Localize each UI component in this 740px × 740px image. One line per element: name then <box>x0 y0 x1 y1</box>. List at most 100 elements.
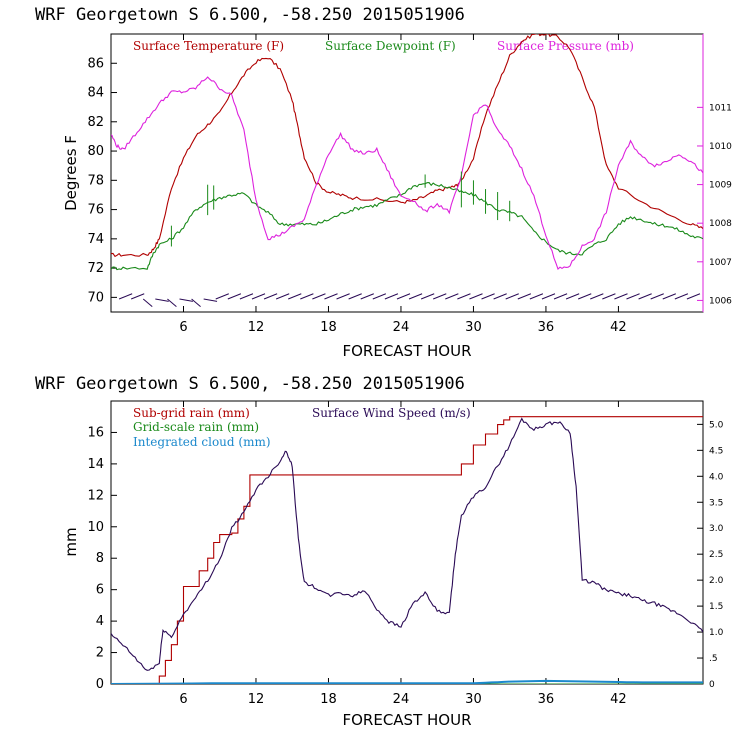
wind-barb <box>215 293 229 300</box>
wind-barbs <box>118 293 701 308</box>
wind-barb <box>686 293 701 300</box>
wind-barb <box>602 293 616 300</box>
bottom-y-tick-label: 2 <box>96 646 104 661</box>
wind-barb <box>420 293 435 300</box>
wind-barb <box>227 293 242 300</box>
wind-barb <box>372 293 387 300</box>
pressure-line <box>111 76 703 270</box>
wind-barb <box>300 293 314 300</box>
top-x-tick-label: 6 <box>179 320 187 335</box>
bottom-y2-tick-label: 3.0 <box>709 524 724 534</box>
bottom-x-axis-label: FORECAST HOUR <box>342 711 471 729</box>
top-y-tick-label: 78 <box>87 173 104 188</box>
wind-barb <box>541 293 556 300</box>
top-y-tick-label: 74 <box>87 232 104 247</box>
bottom-x-tick-label: 24 <box>393 692 410 707</box>
top-x-tick-label: 24 <box>393 320 410 335</box>
bottom-y-tick-label: 0 <box>96 677 104 692</box>
wind-barb <box>638 293 652 300</box>
wind-barb <box>336 293 350 300</box>
bottom-y2-tick-label: 0 <box>709 680 715 690</box>
dewpoint-line <box>111 182 703 271</box>
wind-speed-line <box>111 417 703 671</box>
wind-barb <box>457 293 471 300</box>
bottom-y-axis-label: mm <box>62 527 80 556</box>
wind-barb <box>626 293 640 300</box>
wind-barb <box>130 293 145 300</box>
top-y-tick-label: 76 <box>87 203 104 218</box>
bottom-axis-ticks: 6 12 18 24 30 36 4202468101214160.51.01.52.02.… <box>87 401 724 707</box>
top-x-tick-label: 36 <box>538 320 555 335</box>
top-y-tick-label: 82 <box>87 115 104 130</box>
top-y-axis-label: Degrees F <box>62 135 80 211</box>
bottom-x-tick-label: 42 <box>610 692 627 707</box>
bottom-y-tick-label: 8 <box>96 551 104 566</box>
legend-surface-pressure: Surface Pressure (mb) <box>497 39 634 53</box>
bottom-x-tick-label: 36 <box>538 692 555 707</box>
wind-barb <box>396 293 411 300</box>
top-y2-tick-label: 1007 <box>709 258 732 268</box>
top-y2-tick-label: 1006 <box>709 296 732 306</box>
legend-surface-wind-speed: Surface Wind Speed (m/s) <box>312 406 471 420</box>
wind-barb <box>674 293 689 300</box>
bottom-y2-tick-label: 2.0 <box>709 576 724 586</box>
top-x-tick-label: 30 <box>465 320 482 335</box>
wind-barb <box>505 293 519 300</box>
top-y2-tick-label: 1008 <box>709 219 732 229</box>
top-series <box>111 34 703 271</box>
top-x-tick-label: 42 <box>610 320 627 335</box>
bottom-chart-title: WRF Georgetown S 6.500, -58.250 20150519… <box>35 374 465 394</box>
top-x-tick-label: 12 <box>248 320 265 335</box>
bottom-series <box>111 416 703 684</box>
bottom-y-tick-label: 12 <box>87 488 104 503</box>
temperature-chart: WRF Georgetown S 6.500, -58.250 20150519… <box>35 5 732 360</box>
bottom-y2-tick-label: 1.0 <box>709 628 724 638</box>
top-y-tick-label: 72 <box>87 261 104 276</box>
wind-barb <box>650 293 664 300</box>
legend-surface-temperature: Surface Temperature (F) <box>133 39 284 53</box>
wind-barb <box>565 293 580 300</box>
wind-barb <box>577 293 592 300</box>
bottom-y2-tick-label: 4.5 <box>709 446 723 456</box>
wind-barb <box>590 293 604 300</box>
wind-barb <box>529 293 544 300</box>
wind-barb <box>614 293 628 300</box>
bottom-y2-tick-label: 4.0 <box>709 472 724 482</box>
wind-barb <box>191 298 201 308</box>
wind-barb <box>445 293 459 300</box>
legend-gridscale-rain: Grid-scale rain (mm) <box>133 420 259 434</box>
wind-barb <box>662 293 677 300</box>
top-chart-title: WRF Georgetown S 6.500, -58.250 20150519… <box>35 5 465 25</box>
legend-subgrid-rain: Sub-grid rain (mm) <box>133 406 250 420</box>
wind-barb <box>118 293 133 300</box>
bottom-y2-tick-label: 1.5 <box>709 602 723 612</box>
bottom-y2-tick-label: 2.5 <box>709 550 723 560</box>
wind-barb <box>553 293 568 300</box>
wind-barb <box>251 293 266 300</box>
wind-barb <box>179 298 193 302</box>
bottom-y-tick-label: 4 <box>96 614 104 629</box>
wind-barb <box>312 293 326 300</box>
bottom-y-tick-label: 6 <box>96 583 104 598</box>
wind-barb <box>517 293 532 300</box>
temperature-line <box>111 34 703 258</box>
bottom-y2-tick-label: 5.0 <box>709 420 724 430</box>
bottom-y-tick-label: 14 <box>87 457 104 472</box>
top-plot-frame <box>110 33 704 313</box>
top-y-tick-label: 70 <box>87 290 104 305</box>
bottom-y-tick-label: 16 <box>87 425 104 440</box>
wind-barb <box>203 298 218 302</box>
wind-barb <box>155 298 169 302</box>
wind-barb <box>408 293 423 300</box>
wind-barb <box>469 293 483 300</box>
top-y-tick-label: 80 <box>87 144 104 159</box>
wind-barb <box>433 293 447 300</box>
bottom-y2-tick-label: .5 <box>709 654 718 664</box>
wind-barb <box>142 298 153 308</box>
top-axis-ticks: 6 12 18 24 30 36 42 70 72 74 76 78 80 82 84 86 1006 1007 1… <box>87 34 732 335</box>
integrated-cloud-line <box>111 679 703 684</box>
legend-surface-dewpoint: Surface Dewpoint (F) <box>325 39 456 53</box>
wind-barb <box>263 293 278 300</box>
bottom-x-tick-label: 12 <box>248 692 265 707</box>
